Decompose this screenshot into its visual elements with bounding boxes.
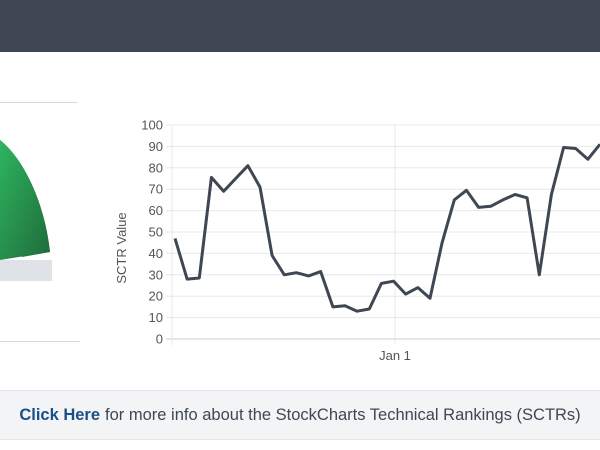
sctr-info-bar: Click Here for more info about the Stock…: [0, 390, 600, 440]
y-tick-label: 20: [149, 289, 163, 304]
info-text: for more info about the StockCharts Tech…: [105, 405, 581, 424]
gauge-fill-main: [0, 140, 50, 260]
y-tick-label: 100: [141, 118, 163, 133]
gauge-graphic: [0, 140, 52, 281]
y-tick-label: 40: [149, 246, 163, 261]
y-tick-label: 10: [149, 310, 163, 325]
click-here-link[interactable]: Click Here: [19, 405, 101, 424]
panel-divider-bottom: [0, 341, 80, 342]
chart-svg: 0 10 20 30 40 50 60 70 80 90 100 Jan 1 SCTR Value: [114, 118, 600, 363]
sctr-series-line: [173, 143, 600, 313]
y-tick-label: 80: [149, 160, 163, 175]
sctr-gauge: [0, 120, 80, 290]
y-tick-label: 0: [156, 332, 163, 347]
y-tick-label: 50: [149, 225, 163, 240]
panel-divider: [0, 102, 78, 103]
sctr-chart: 0 10 20 30 40 50 60 70 80 90 100 Jan 1 SCTR Value: [100, 108, 600, 378]
y-tick-label: 90: [149, 139, 163, 154]
y-tick-label: 60: [149, 203, 163, 218]
gauge-track: [0, 260, 52, 281]
x-tick-label: Jan 1: [379, 348, 411, 363]
y-tick-label: 30: [149, 267, 163, 282]
top-bar: [0, 0, 600, 52]
y-axis-label: SCTR Value: [114, 212, 129, 283]
y-tick-label: 70: [149, 182, 163, 197]
